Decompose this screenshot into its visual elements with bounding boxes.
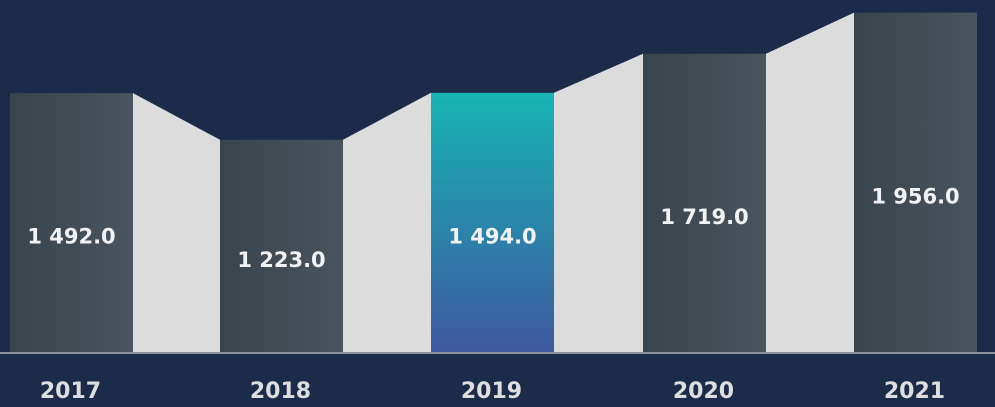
bar bbox=[431, 92, 554, 352]
value-label: 1 719.0 bbox=[660, 205, 748, 229]
bar bbox=[854, 12, 977, 352]
connector bbox=[766, 12, 854, 352]
connector bbox=[343, 92, 431, 352]
bar bbox=[220, 139, 343, 352]
x-tick-label: 2017 bbox=[40, 379, 101, 404]
bar bbox=[10, 93, 133, 352]
x-tick-label: 2018 bbox=[250, 379, 311, 404]
connector bbox=[554, 53, 643, 352]
bar bbox=[643, 53, 766, 352]
value-label: 1 223.0 bbox=[237, 248, 325, 272]
value-label: 1 956.0 bbox=[871, 184, 959, 208]
x-tick-label: 2020 bbox=[673, 379, 734, 404]
connector bbox=[133, 93, 220, 352]
value-label: 1 492.0 bbox=[27, 225, 115, 249]
x-tick-label: 2021 bbox=[884, 379, 945, 404]
x-tick-label: 2019 bbox=[461, 379, 522, 404]
value-label: 1 494.0 bbox=[448, 224, 536, 248]
